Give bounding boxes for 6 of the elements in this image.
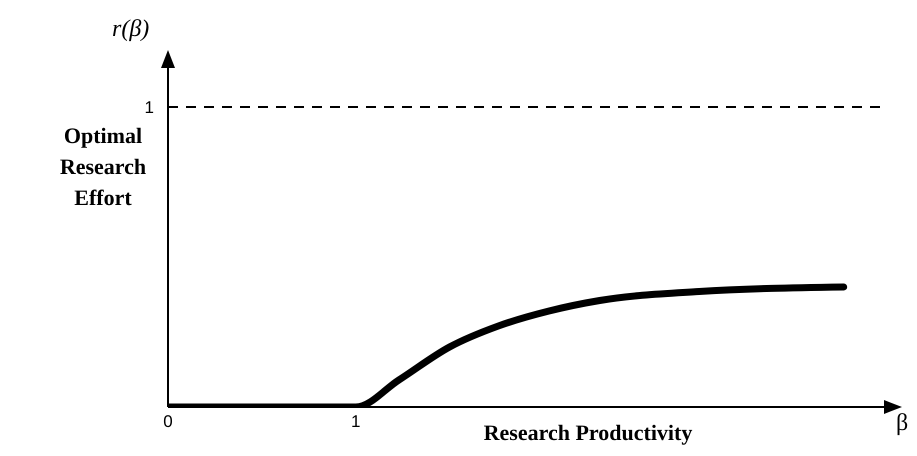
x-tick-label: 0	[163, 412, 173, 432]
y-axis-title: Optimal Research Effort	[58, 122, 148, 212]
text: r(β)	[112, 16, 150, 43]
text: 1	[144, 98, 154, 118]
text: β	[896, 410, 908, 437]
x-axis-title: Research Productivity	[482, 420, 694, 446]
